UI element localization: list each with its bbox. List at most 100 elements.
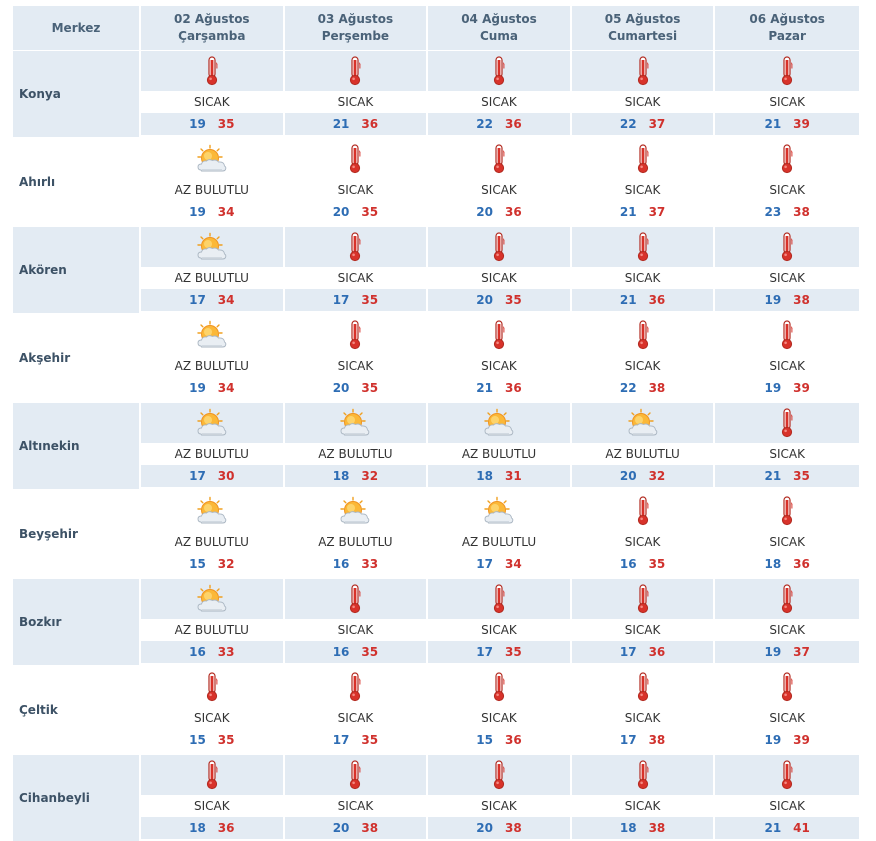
max-temperature: 38 [793, 293, 810, 307]
partly-cloudy-icon [626, 408, 660, 438]
temperature-range: 17 35 [284, 729, 427, 751]
thermometer-icon [636, 144, 650, 174]
temperature-range: 15 35 [141, 729, 283, 751]
weather-icon-area [428, 579, 570, 619]
max-temperature: 34 [217, 381, 235, 395]
table-row: Ahırlı AZ BULUTLU 19 34 SICAK 20 35 SICAK 20 36 SI… [13, 139, 859, 225]
thermometer-icon [780, 584, 794, 614]
city-name[interactable]: Çeltik [13, 667, 141, 753]
forecast-cell: SICAK 21 35 [715, 403, 859, 489]
min-temperature: 21 [476, 381, 493, 395]
forecast-cell: AZ BULUTLU 15 32 [141, 491, 285, 577]
condition-text: AZ BULUTLU [141, 619, 283, 641]
condition-text: SICAK [571, 267, 714, 289]
table-row: Akören AZ BULUTLU 17 34 SICAK 17 35 SICAK 20 35 SI… [13, 227, 859, 313]
max-temperature: 38 [648, 381, 666, 395]
city-name[interactable]: Konya [13, 51, 141, 137]
max-temperature: 39 [793, 117, 810, 131]
temperature-range: 19 34 [141, 377, 283, 399]
min-temperature: 22 [476, 117, 493, 131]
forecast-cell: SICAK 22 38 [571, 315, 716, 401]
city-name[interactable]: Beyşehir [13, 491, 141, 577]
temperature-range: 16 33 [141, 641, 283, 663]
table-row: Beyşehir AZ BULUTLU 15 32 AZ BULUTLU 16 33 AZ B… [13, 491, 859, 577]
temperature-range: 18 36 [715, 553, 859, 575]
temperature-range: 21 36 [571, 289, 714, 311]
thermometer-icon [780, 56, 794, 86]
condition-text: SICAK [428, 267, 570, 289]
weather-icon-area [715, 51, 859, 91]
temperature-range: 19 35 [141, 113, 283, 135]
forecast-cell: SICAK 15 36 [428, 667, 572, 753]
city-name[interactable]: Akşehir [13, 315, 141, 401]
thermometer-icon [348, 584, 362, 614]
weather-icon-area [715, 403, 859, 443]
max-temperature: 38 [648, 733, 666, 747]
max-temperature: 36 [504, 117, 522, 131]
forecast-cell: SICAK 15 35 [141, 667, 285, 753]
thermometer-icon [348, 144, 362, 174]
min-temperature: 15 [189, 733, 206, 747]
city-name[interactable]: Bozkır [13, 579, 141, 665]
city-name[interactable]: Altınekin [13, 403, 141, 489]
temperature-range: 21 37 [571, 201, 714, 223]
day-header-date: 04 Ağustos [461, 12, 537, 26]
condition-text: SICAK [715, 443, 859, 465]
city-name[interactable]: Akören [13, 227, 141, 313]
table-row: Cihanbeyli SICAK 18 36 SICAK 20 38 SICAK 20 38 SIC… [13, 755, 859, 841]
max-temperature: 35 [648, 557, 666, 571]
weather-icon-area [141, 491, 283, 531]
thermometer-icon [348, 232, 362, 262]
temperature-range: 17 38 [571, 729, 714, 751]
max-temperature: 41 [793, 821, 810, 835]
max-temperature: 32 [217, 557, 235, 571]
min-temperature: 21 [764, 117, 782, 131]
forecast-cell: SICAK 19 35 [141, 51, 285, 137]
min-temperature: 18 [189, 821, 206, 835]
weather-icon-area [284, 51, 427, 91]
temperature-range: 16 35 [284, 641, 427, 663]
forecast-cell: SICAK 22 37 [571, 51, 716, 137]
temperature-range: 17 34 [428, 553, 570, 575]
forecast-cell: SICAK 19 39 [715, 667, 859, 753]
weather-icon-area [571, 491, 714, 531]
forecast-cell: SICAK 18 38 [571, 755, 716, 841]
temperature-range: 15 32 [141, 553, 283, 575]
temperature-range: 20 35 [284, 377, 427, 399]
max-temperature: 35 [361, 381, 379, 395]
min-temperature: 21 [764, 821, 782, 835]
thermometer-icon [780, 144, 794, 174]
thermometer-icon [636, 56, 650, 86]
weather-icon-area [715, 755, 859, 795]
city-name[interactable]: Cihanbeyli [13, 755, 141, 841]
max-temperature: 35 [217, 117, 235, 131]
partly-cloudy-icon [195, 320, 229, 350]
min-temperature: 22 [619, 117, 637, 131]
thermometer-icon [780, 760, 794, 790]
city-name[interactable]: Ahırlı [13, 139, 141, 225]
condition-text: SICAK [571, 179, 714, 201]
condition-text: AZ BULUTLU [284, 531, 427, 553]
thermometer-icon [492, 144, 506, 174]
weather-icon-area [284, 403, 427, 443]
temperature-range: 22 36 [428, 113, 570, 135]
forecast-cell: AZ BULUTLU 20 32 [571, 403, 716, 489]
weather-icon-area [141, 403, 283, 443]
condition-text: SICAK [141, 795, 283, 817]
weather-icon-area [141, 227, 283, 267]
temperature-range: 16 33 [284, 553, 427, 575]
min-temperature: 17 [332, 293, 350, 307]
forecast-cell: SICAK 18 36 [715, 491, 859, 577]
forecast-cell: SICAK 22 36 [428, 51, 572, 137]
max-temperature: 35 [217, 733, 235, 747]
condition-text: SICAK [715, 355, 859, 377]
condition-text: SICAK [141, 707, 283, 729]
condition-text: SICAK [284, 355, 427, 377]
max-temperature: 36 [504, 381, 522, 395]
min-temperature: 21 [619, 293, 637, 307]
weather-icon-area [284, 227, 427, 267]
temperature-range: 21 36 [428, 377, 570, 399]
temperature-range: 20 32 [571, 465, 714, 487]
temperature-range: 21 41 [715, 817, 859, 839]
weather-icon-area [715, 579, 859, 619]
